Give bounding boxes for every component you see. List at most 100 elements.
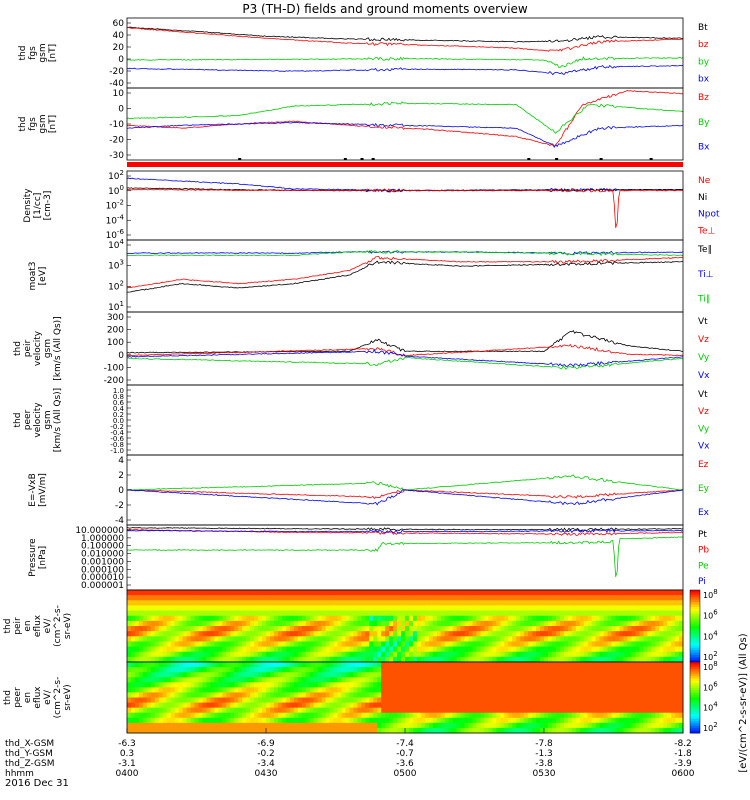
heatmap-cell xyxy=(250,595,255,601)
heatmap-cell xyxy=(448,662,454,668)
colorbar-segment xyxy=(690,692,700,696)
heatmap-cell xyxy=(412,605,418,612)
heatmap-cell xyxy=(186,692,192,698)
heatmap-cell xyxy=(488,610,493,617)
heatmap-cell xyxy=(448,605,454,612)
heatmap-cell xyxy=(405,641,410,648)
heatmap-cell xyxy=(444,667,450,673)
heatmap-cell xyxy=(281,641,287,648)
heatmap-cell xyxy=(266,712,271,719)
heatmap-cell xyxy=(520,651,525,658)
heatmap-cell xyxy=(468,620,474,627)
heatmap-cell xyxy=(397,692,402,698)
heatmap-cell xyxy=(393,667,398,673)
heatmap-cell xyxy=(190,636,196,642)
heatmap-cell xyxy=(258,682,263,688)
heatmap-cell xyxy=(269,697,275,704)
heatmap-cell xyxy=(262,712,267,719)
heatmap-cell xyxy=(146,636,152,642)
heatmap-cell xyxy=(262,646,267,653)
heatmap-cell xyxy=(460,727,466,734)
heatmap-cell xyxy=(202,615,207,622)
heatmap-cell xyxy=(607,636,613,642)
heatmap-cell xyxy=(627,687,632,693)
heatmap-cell xyxy=(420,712,426,719)
heatmap-cell xyxy=(309,662,315,668)
heatmap-cell xyxy=(460,712,466,719)
heatmap-cell xyxy=(667,707,672,714)
heatmap-cell xyxy=(353,667,358,673)
heatmap-cell xyxy=(293,610,299,617)
heatmap-cell xyxy=(373,646,378,653)
heatmap-cell xyxy=(341,626,346,632)
heatmap-cell xyxy=(591,610,597,617)
heatmap-cell xyxy=(317,610,323,617)
heatmap-cell xyxy=(202,702,207,709)
heatmap-cell xyxy=(611,636,616,642)
heatmap-cell xyxy=(472,727,477,734)
heatmap-cell xyxy=(349,641,354,648)
heatmap-cell xyxy=(182,672,188,678)
heatmap-cell xyxy=(651,605,656,612)
heatmap-cell xyxy=(202,651,207,658)
heatmap-cell xyxy=(679,722,684,729)
y-tick-label: 200 xyxy=(107,326,124,336)
heatmap-cell xyxy=(591,651,597,658)
heatmap-cell xyxy=(643,651,648,658)
heatmap-cell xyxy=(528,610,533,617)
heatmap-cell xyxy=(305,667,311,673)
heatmap-cell xyxy=(361,707,366,714)
heatmap-cell xyxy=(277,636,283,642)
heatmap-cell xyxy=(615,722,620,729)
heatmap-cell xyxy=(190,646,196,653)
heatmap-cell xyxy=(408,605,414,612)
heatmap-cell xyxy=(643,712,648,719)
heatmap-cell xyxy=(178,707,184,714)
heatmap-cell xyxy=(675,692,680,698)
heatmap-cell xyxy=(130,677,136,683)
heatmap-cell xyxy=(631,722,636,729)
heatmap-cell xyxy=(285,717,291,724)
heatmap-cell xyxy=(492,631,497,637)
heatmap-cell xyxy=(289,656,295,663)
heatmap-cell xyxy=(258,656,263,663)
heatmap-cell xyxy=(595,697,601,704)
heatmap-cell xyxy=(293,687,299,693)
heatmap-cell xyxy=(365,702,370,709)
heatmap-cell xyxy=(373,626,378,632)
heatmap-cell xyxy=(520,641,525,648)
heatmap-cell xyxy=(412,636,418,642)
heatmap-cell xyxy=(619,712,624,719)
heatmap-cell xyxy=(341,692,346,698)
heatmap-cell xyxy=(222,615,227,622)
heatmap-cell xyxy=(325,697,331,704)
heatmap-cell xyxy=(547,646,553,653)
heatmap-cell xyxy=(405,687,410,693)
heatmap-cell xyxy=(309,600,315,606)
heatmap-cell xyxy=(432,636,438,642)
heatmap-cell xyxy=(480,600,485,606)
heatmap-cell xyxy=(424,692,430,698)
heatmap-cell xyxy=(623,646,628,653)
heatmap-cell xyxy=(405,610,410,617)
heatmap-cell xyxy=(547,712,553,719)
heatmap-cell xyxy=(599,656,605,663)
heatmap-cell xyxy=(127,605,132,612)
heatmap-cell xyxy=(488,636,493,642)
heatmap-cell xyxy=(389,656,394,663)
heatmap-cell xyxy=(222,727,227,734)
heatmap-cell xyxy=(416,646,422,653)
heatmap-cell xyxy=(583,610,589,617)
heatmap-cell xyxy=(532,590,537,596)
heatmap-cell xyxy=(595,641,601,648)
heatmap-cell xyxy=(631,615,636,622)
heatmap-cell xyxy=(254,636,259,642)
heatmap-cell xyxy=(238,662,243,668)
heatmap-cell xyxy=(273,641,279,648)
heatmap-cell xyxy=(186,687,192,693)
heatmap-cell xyxy=(448,646,454,653)
heatmap-cell xyxy=(536,651,541,658)
heatmap-cell xyxy=(277,656,283,663)
heatmap-cell xyxy=(138,590,144,596)
heatmap-cell xyxy=(138,697,144,704)
